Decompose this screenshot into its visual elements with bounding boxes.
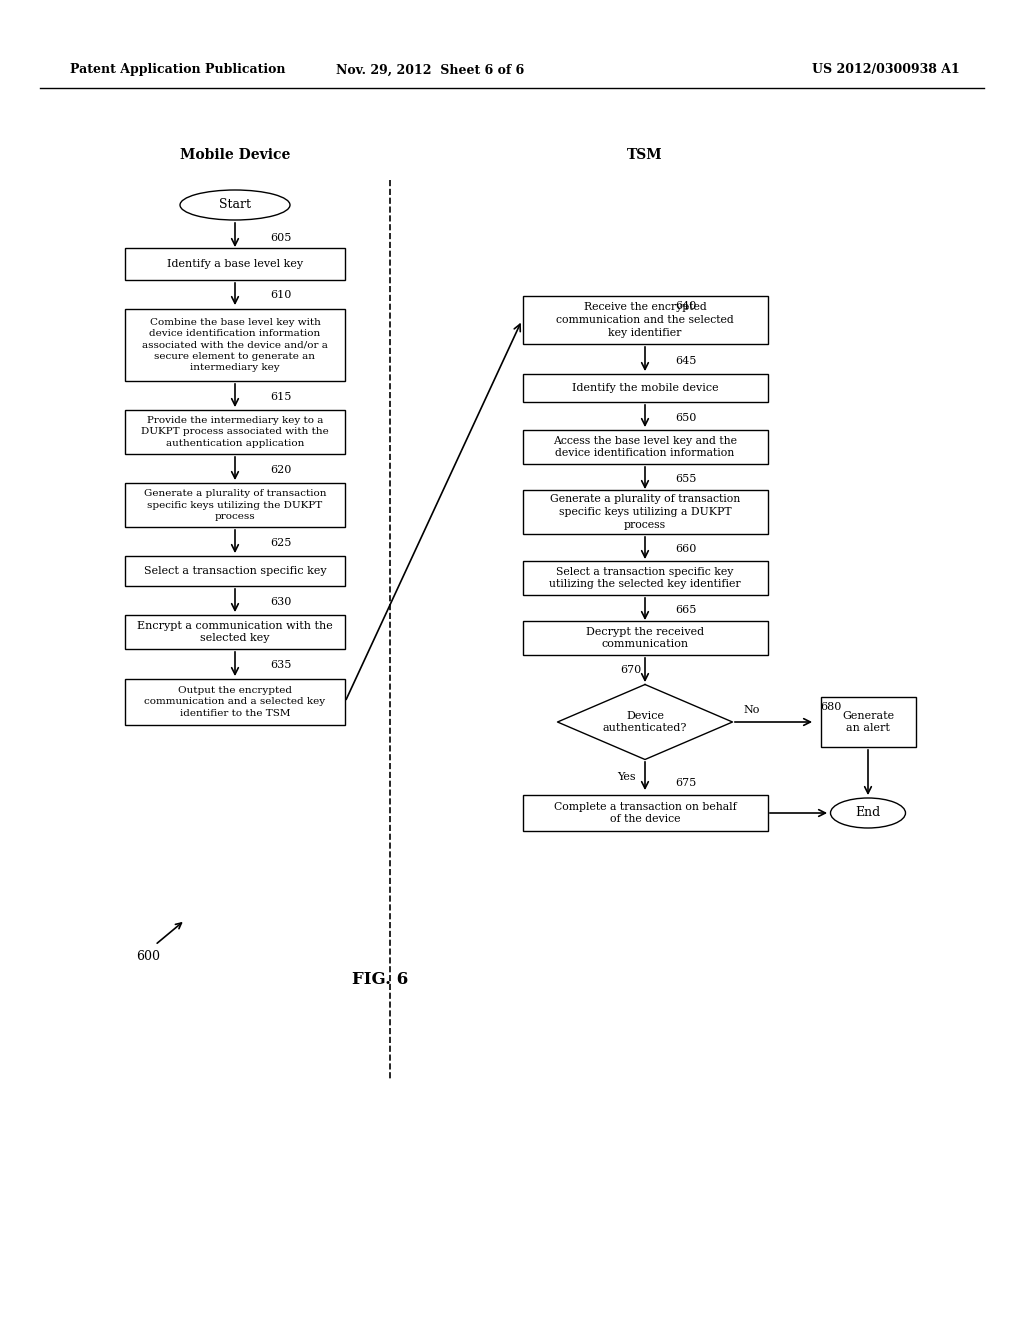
Text: Generate a plurality of transaction
specific keys utilizing the DUKPT
process: Generate a plurality of transaction spec… bbox=[143, 488, 327, 521]
FancyBboxPatch shape bbox=[125, 411, 345, 454]
Text: Start: Start bbox=[219, 198, 251, 211]
Text: 610: 610 bbox=[270, 290, 292, 300]
Text: Patent Application Publication: Patent Application Publication bbox=[70, 63, 286, 77]
Text: Mobile Device: Mobile Device bbox=[180, 148, 290, 162]
Text: 665: 665 bbox=[675, 605, 696, 615]
Text: Complete a transaction on behalf
of the device: Complete a transaction on behalf of the … bbox=[554, 801, 736, 825]
Text: 630: 630 bbox=[270, 597, 292, 607]
FancyBboxPatch shape bbox=[522, 430, 768, 465]
Text: Identify a base level key: Identify a base level key bbox=[167, 259, 303, 269]
Text: Device
authenticated?: Device authenticated? bbox=[603, 710, 687, 734]
FancyBboxPatch shape bbox=[125, 248, 345, 280]
FancyBboxPatch shape bbox=[125, 309, 345, 381]
Text: No: No bbox=[743, 705, 760, 715]
Text: 635: 635 bbox=[270, 660, 292, 671]
Text: Generate a plurality of transaction
specific keys utilizing a DUKPT
process: Generate a plurality of transaction spec… bbox=[550, 494, 740, 529]
Text: Decrypt the received
communication: Decrypt the received communication bbox=[586, 627, 705, 649]
Text: 625: 625 bbox=[270, 539, 292, 548]
FancyBboxPatch shape bbox=[522, 561, 768, 595]
Text: Output the encrypted
communication and a selected key
identifier to the TSM: Output the encrypted communication and a… bbox=[144, 686, 326, 718]
FancyBboxPatch shape bbox=[522, 296, 768, 345]
FancyBboxPatch shape bbox=[125, 483, 345, 527]
Text: Receive the encrypted
communication and the selected
key identifier: Receive the encrypted communication and … bbox=[556, 302, 734, 338]
FancyBboxPatch shape bbox=[522, 490, 768, 535]
Text: 600: 600 bbox=[136, 950, 160, 964]
Text: 655: 655 bbox=[675, 474, 696, 484]
Text: US 2012/0300938 A1: US 2012/0300938 A1 bbox=[812, 63, 961, 77]
Text: Provide the intermediary key to a
DUKPT process associated with the
authenticati: Provide the intermediary key to a DUKPT … bbox=[141, 416, 329, 447]
Text: Select a transaction specific key
utilizing the selected key identifier: Select a transaction specific key utiliz… bbox=[549, 566, 740, 590]
Text: 645: 645 bbox=[675, 356, 696, 366]
FancyBboxPatch shape bbox=[820, 697, 915, 747]
Text: 675: 675 bbox=[675, 777, 696, 788]
Text: 620: 620 bbox=[270, 465, 292, 475]
Text: 660: 660 bbox=[675, 544, 696, 554]
Text: 640: 640 bbox=[675, 301, 696, 312]
FancyBboxPatch shape bbox=[522, 374, 768, 403]
Text: FIG. 6: FIG. 6 bbox=[352, 972, 409, 989]
Text: 680: 680 bbox=[820, 702, 842, 711]
Ellipse shape bbox=[180, 190, 290, 220]
Text: Nov. 29, 2012  Sheet 6 of 6: Nov. 29, 2012 Sheet 6 of 6 bbox=[336, 63, 524, 77]
FancyBboxPatch shape bbox=[522, 620, 768, 655]
Text: 605: 605 bbox=[270, 234, 292, 243]
Text: TSM: TSM bbox=[627, 148, 663, 162]
Text: Select a transaction specific key: Select a transaction specific key bbox=[143, 566, 327, 576]
FancyBboxPatch shape bbox=[522, 795, 768, 832]
Text: Identify the mobile device: Identify the mobile device bbox=[571, 383, 718, 393]
Text: 670: 670 bbox=[620, 665, 641, 675]
FancyBboxPatch shape bbox=[125, 615, 345, 649]
Text: Access the base level key and the
device identification information: Access the base level key and the device… bbox=[553, 436, 737, 458]
Text: 615: 615 bbox=[270, 392, 292, 403]
Ellipse shape bbox=[830, 799, 905, 828]
Text: 650: 650 bbox=[675, 413, 696, 422]
Text: Generate
an alert: Generate an alert bbox=[842, 710, 894, 734]
FancyBboxPatch shape bbox=[125, 678, 345, 725]
Text: End: End bbox=[855, 807, 881, 820]
Text: Yes: Yes bbox=[617, 772, 636, 781]
FancyBboxPatch shape bbox=[125, 556, 345, 586]
Text: Combine the base level key with
device identification information
associated wit: Combine the base level key with device i… bbox=[142, 318, 328, 372]
Text: Encrypt a communication with the
selected key: Encrypt a communication with the selecte… bbox=[137, 620, 333, 643]
